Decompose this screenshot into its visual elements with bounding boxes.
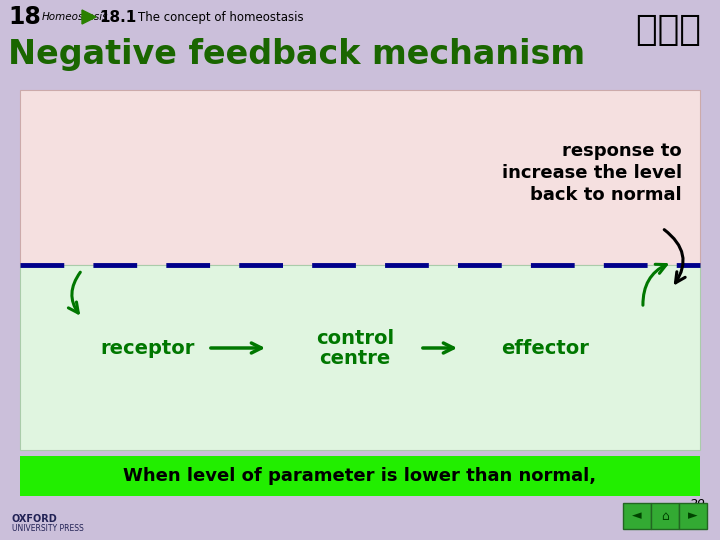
Text: 29: 29: [690, 498, 706, 511]
Text: OXFORD: OXFORD: [12, 514, 58, 524]
Text: Negative feedback mechanism: Negative feedback mechanism: [8, 38, 585, 71]
FancyBboxPatch shape: [679, 503, 707, 529]
FancyBboxPatch shape: [651, 503, 679, 529]
Text: 🧑‍🤝‍🧑: 🧑‍🤝‍🧑: [636, 13, 701, 47]
Text: receptor: receptor: [101, 339, 195, 357]
Text: UNIVERSITY PRESS: UNIVERSITY PRESS: [12, 524, 84, 533]
Text: 18.1: 18.1: [99, 10, 136, 24]
Text: control: control: [316, 329, 394, 348]
Text: ⌂: ⌂: [661, 510, 669, 523]
Text: back to normal: back to normal: [531, 186, 682, 204]
Text: centre: centre: [320, 348, 391, 368]
Text: ►: ►: [688, 510, 698, 523]
Text: increase the level: increase the level: [502, 164, 682, 181]
Text: Homeostasis: Homeostasis: [42, 12, 109, 22]
Text: The concept of homeostasis: The concept of homeostasis: [138, 10, 304, 24]
Text: ◄: ◄: [632, 510, 642, 523]
FancyBboxPatch shape: [20, 90, 700, 265]
Polygon shape: [82, 10, 96, 24]
Text: response to: response to: [562, 141, 682, 159]
Text: effector: effector: [501, 339, 589, 357]
Text: When level of parameter is lower than normal,: When level of parameter is lower than no…: [123, 467, 597, 485]
FancyBboxPatch shape: [623, 503, 651, 529]
Text: 18: 18: [8, 5, 41, 29]
FancyBboxPatch shape: [20, 265, 700, 450]
FancyBboxPatch shape: [20, 456, 700, 496]
